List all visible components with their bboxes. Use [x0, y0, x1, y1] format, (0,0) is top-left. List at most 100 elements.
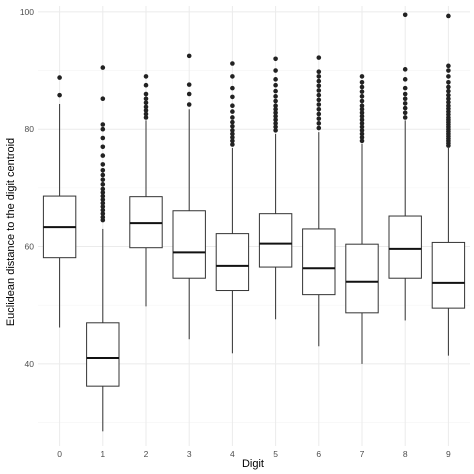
outlier-point-23 — [446, 74, 451, 79]
outlier-point-4 — [273, 113, 278, 119]
outlier-point-9 — [100, 186, 106, 192]
outlier-point-17 — [100, 135, 106, 141]
outlier-point-16 — [100, 144, 106, 150]
outlier-point-6 — [316, 97, 322, 103]
outlier-point-21 — [446, 84, 451, 90]
outlier-point-24 — [446, 68, 451, 73]
x-tick-label-4: 4 — [230, 449, 235, 459]
outlier-point-4 — [402, 96, 408, 101]
outlier-point-0 — [57, 92, 62, 98]
y-tick-label-40: 40 — [25, 359, 35, 369]
y-tick-label-60: 60 — [25, 242, 35, 252]
y-tick-label-100: 100 — [20, 7, 34, 17]
outlier-point-2 — [273, 121, 278, 126]
box-digit-6 — [302, 55, 336, 347]
box-digit-1 — [86, 65, 120, 432]
outlier-point-3 — [316, 111, 322, 117]
outlier-point-11 — [100, 177, 106, 182]
outlier-point-10 — [359, 103, 365, 109]
outlier-point-2 — [186, 82, 192, 87]
box-iqr — [172, 210, 206, 279]
outlier-point-2 — [316, 116, 322, 121]
boxes — [42, 12, 466, 432]
outlier-point-2 — [230, 135, 235, 140]
outlier-point-2 — [402, 105, 408, 111]
x-tick-label-7: 7 — [360, 449, 365, 459]
outlier-point-8 — [359, 110, 365, 116]
box-digit-5 — [258, 56, 293, 320]
outlier-point-7 — [230, 115, 235, 120]
outlier-point-3 — [143, 104, 149, 110]
box-iqr — [431, 241, 466, 309]
outlier-point-7 — [316, 92, 322, 98]
outlier-point-20 — [446, 88, 451, 94]
tick-labels: 40 60 80 100 0 1 2 3 4 5 6 7 8 9 — [20, 7, 451, 459]
outlier-point-11 — [359, 98, 365, 104]
outlier-point-1 — [186, 91, 192, 97]
outlier-point-3 — [273, 117, 278, 123]
outlier-point-7 — [359, 113, 365, 119]
outlier-point-1 — [230, 138, 235, 144]
outlier-point-12 — [273, 77, 278, 82]
y-tick-label-80: 80 — [25, 124, 35, 134]
outlier-point-10 — [316, 78, 322, 84]
outlier-point-11 — [316, 74, 322, 79]
box-iqr — [388, 215, 422, 279]
outlier-point-12 — [230, 74, 235, 79]
x-tick-label-1: 1 — [100, 449, 105, 459]
outlier-point-0 — [402, 115, 408, 120]
outlier-point-7 — [143, 82, 149, 88]
outlier-point-3 — [359, 128, 365, 133]
outlier-point-19 — [446, 92, 451, 98]
outlier-point-6 — [230, 119, 235, 125]
outlier-point-1 — [273, 124, 278, 130]
outlier-point-3 — [100, 207, 106, 213]
outlier-point-6 — [359, 117, 365, 123]
outlier-point-0 — [186, 102, 192, 107]
outlier-point-25 — [446, 63, 451, 69]
box-iqr — [86, 322, 120, 387]
outlier-point-5 — [100, 200, 106, 206]
outlier-point-21 — [100, 65, 106, 70]
outlier-point-14 — [273, 56, 278, 62]
outlier-point-14 — [359, 84, 365, 90]
outlier-point-19 — [100, 122, 106, 127]
outlier-point-0 — [316, 125, 322, 131]
outlier-point-12 — [100, 172, 106, 178]
outlier-point-12 — [359, 94, 365, 99]
box-digit-0 — [42, 75, 77, 328]
outlier-point-13 — [273, 68, 278, 73]
outlier-point-9 — [402, 12, 408, 18]
outlier-point-4 — [359, 124, 365, 130]
outlier-point-0 — [273, 128, 278, 133]
outlier-point-6 — [143, 91, 149, 97]
outlier-point-8 — [143, 74, 149, 79]
outlier-point-5 — [273, 110, 278, 116]
outlier-point-20 — [100, 96, 106, 101]
outlier-point-13 — [230, 61, 235, 66]
outlier-point-5 — [143, 96, 149, 101]
box-iqr — [215, 233, 250, 292]
outlier-point-1 — [143, 111, 149, 117]
outlier-point-9 — [359, 106, 365, 112]
outlier-point-8 — [316, 88, 322, 93]
outlier-point-16 — [359, 74, 365, 79]
outlier-point-0 — [230, 142, 235, 147]
outlier-point-16 — [446, 103, 451, 109]
x-tick-label-9: 9 — [446, 449, 451, 459]
outlier-point-12 — [316, 69, 322, 75]
outlier-point-0 — [143, 115, 149, 120]
outlier-point-11 — [230, 85, 235, 91]
outlier-point-3 — [402, 101, 408, 106]
outlier-point-15 — [100, 153, 106, 158]
outlier-point-1 — [57, 75, 62, 80]
outlier-point-6 — [100, 197, 106, 202]
outlier-point-10 — [100, 182, 106, 187]
outlier-point-2 — [143, 108, 149, 113]
outlier-point-2 — [359, 131, 365, 137]
outlier-point-3 — [186, 53, 192, 59]
outlier-point-9 — [230, 103, 235, 109]
outlier-point-15 — [359, 79, 365, 85]
outlier-point-9 — [316, 83, 322, 89]
